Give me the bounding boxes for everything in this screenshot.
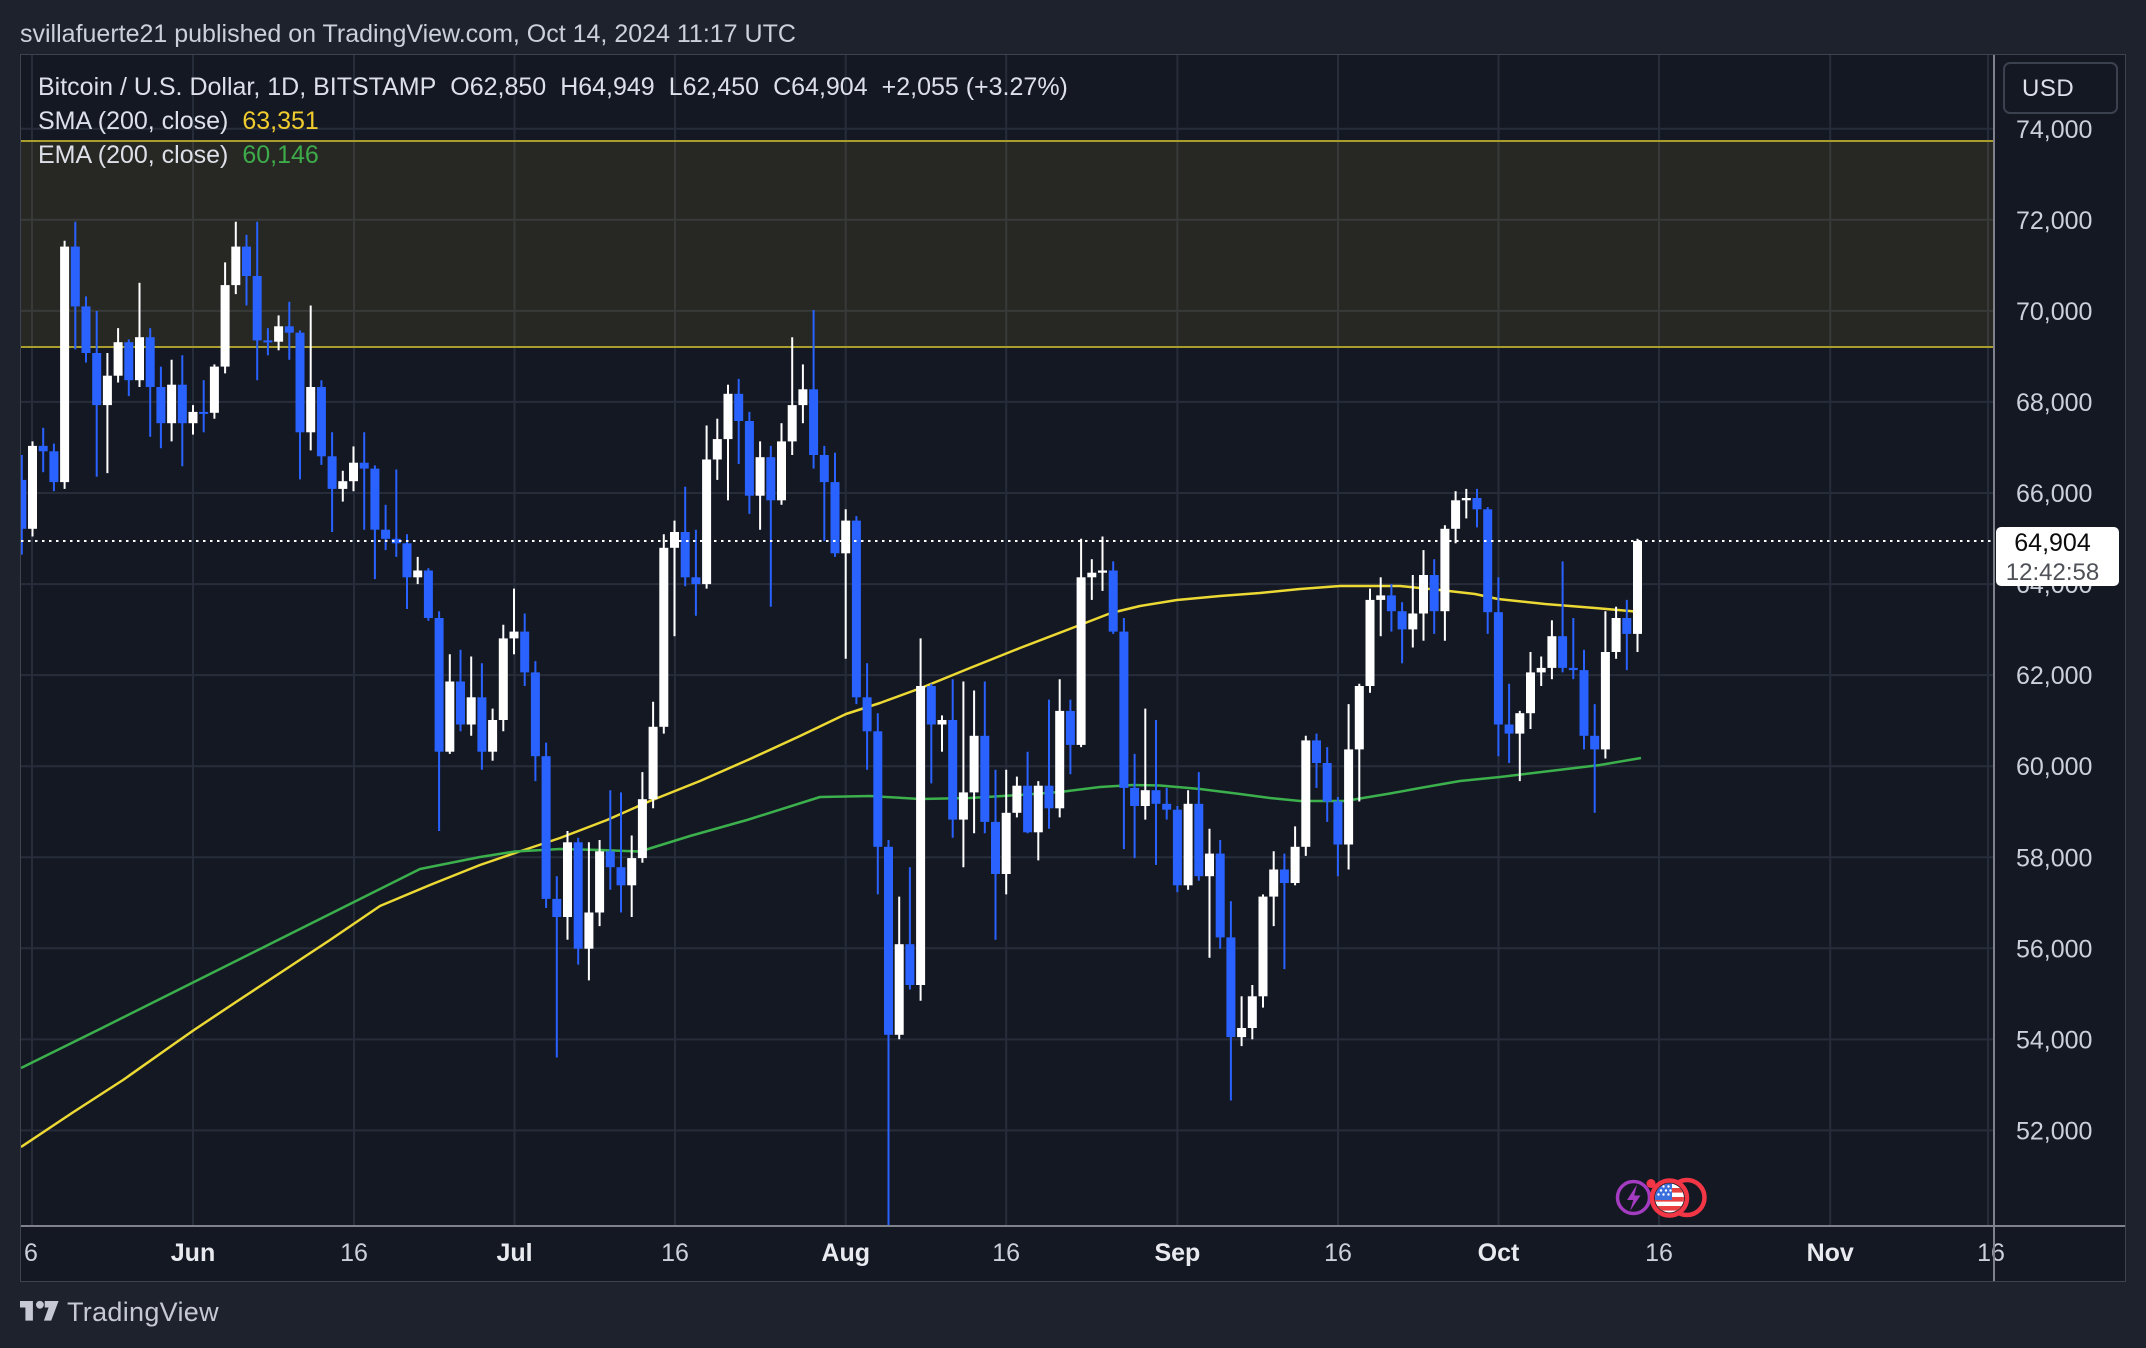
svg-text:16: 16	[340, 1239, 368, 1267]
svg-text:16: 16	[992, 1239, 1020, 1267]
svg-text:60,000: 60,000	[2016, 753, 2092, 781]
svg-text:Aug: Aug	[821, 1239, 870, 1267]
svg-text:54,000: 54,000	[2016, 1026, 2092, 1054]
svg-text:Jun: Jun	[171, 1239, 215, 1267]
svg-text:Oct: Oct	[1478, 1239, 1520, 1267]
svg-text:16: 16	[1977, 1239, 2005, 1267]
svg-text:16: 16	[1645, 1239, 1673, 1267]
svg-text:56,000: 56,000	[2016, 935, 2092, 963]
svg-text:62,000: 62,000	[2016, 662, 2092, 690]
svg-text:6: 6	[24, 1239, 38, 1267]
svg-text:16: 16	[661, 1239, 689, 1267]
svg-text:52,000: 52,000	[2016, 1117, 2092, 1145]
svg-text:Jul: Jul	[496, 1239, 532, 1267]
svg-text:74,000: 74,000	[2016, 116, 2092, 144]
svg-text:68,000: 68,000	[2016, 389, 2092, 417]
svg-text:58,000: 58,000	[2016, 844, 2092, 872]
svg-text:Sep: Sep	[1154, 1239, 1200, 1267]
svg-text:72,000: 72,000	[2016, 207, 2092, 235]
svg-text:66,000: 66,000	[2016, 480, 2092, 508]
svg-text:16: 16	[1324, 1239, 1352, 1267]
svg-text:Nov: Nov	[1807, 1239, 1854, 1267]
svg-text:70,000: 70,000	[2016, 298, 2092, 326]
